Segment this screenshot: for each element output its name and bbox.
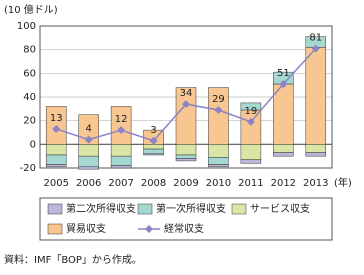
- source-note: 資料：IMF「BOP」から作成。: [4, 253, 142, 266]
- legend-label: 第二次所得収支: [66, 202, 136, 215]
- plot-frame: [39, 25, 333, 169]
- line-marker: [117, 126, 126, 135]
- bar-segment: [78, 144, 99, 157]
- bar-segment: [78, 166, 99, 170]
- bar-segment: [143, 144, 164, 150]
- bar-segment: [208, 157, 229, 165]
- x-tick-label: 2005: [43, 178, 68, 189]
- value-label: 51: [277, 68, 290, 79]
- bar-segment: [208, 164, 229, 168]
- y-tick-label: -20: [20, 163, 36, 174]
- bar-segment: [305, 144, 327, 153]
- bar-segment: [143, 153, 164, 156]
- value-label: 4: [85, 124, 91, 135]
- y-tick-label: 100: [17, 21, 36, 32]
- bar-segment: [240, 159, 262, 164]
- legend-label: 貿易収支: [66, 223, 106, 235]
- line-marker: [279, 79, 288, 88]
- legend-box: [39, 197, 333, 241]
- x-tick-label: 2010: [206, 178, 231, 189]
- bar-segment: [110, 155, 132, 166]
- bar-segment: [143, 148, 164, 155]
- bar-segment: [273, 152, 294, 157]
- bar-segment: [208, 144, 229, 158]
- bar-segment: [78, 155, 99, 168]
- bar-segment: [110, 165, 132, 169]
- value-label: 12: [115, 114, 128, 125]
- legend-swatch: [47, 223, 63, 235]
- y-tick-label: 40: [23, 92, 36, 103]
- line-marker: [214, 106, 223, 115]
- value-label: 29: [212, 94, 225, 105]
- x-tick-label: 2011: [238, 178, 263, 189]
- legend-swatch: [47, 203, 63, 215]
- x-tick-label: 2006: [76, 178, 101, 189]
- bar-segment: [240, 144, 262, 160]
- line-marker: [84, 135, 93, 144]
- x-tick-label: 2013: [303, 178, 328, 189]
- value-label: 34: [180, 88, 193, 99]
- legend-label: サービス収支: [250, 203, 310, 215]
- line-marker: [246, 117, 255, 126]
- line-marker: [52, 124, 61, 133]
- bar-segment: [305, 152, 327, 157]
- bar-segment: [240, 102, 262, 111]
- value-label: 3: [150, 125, 156, 136]
- y-tick-label: 20: [23, 116, 36, 127]
- bar-segment: [45, 144, 67, 156]
- legend-swatch: [145, 225, 153, 233]
- line-marker: [182, 100, 190, 109]
- value-label: 81: [309, 32, 322, 43]
- value-label: 13: [50, 113, 63, 124]
- bar-segment: [175, 158, 197, 162]
- bar-segment: [110, 106, 132, 145]
- legend-swatch: [137, 203, 153, 215]
- x-tick-label: 2007: [108, 178, 133, 189]
- legend-swatch: [231, 203, 247, 215]
- line-marker: [149, 136, 158, 145]
- x-tick-label: 2012: [271, 178, 296, 189]
- y-tick-label: 80: [23, 45, 36, 56]
- value-label: 19: [245, 106, 258, 117]
- bar-segment: [45, 154, 67, 165]
- legend-label: 経常収支: [164, 222, 204, 235]
- x-tick-label: 2008: [141, 178, 166, 189]
- bar-segment: [175, 154, 197, 159]
- bar-segment: [45, 164, 67, 168]
- bar-segment: [110, 144, 132, 157]
- bar-segment: [175, 144, 197, 156]
- bar-segment: [273, 144, 294, 153]
- x-unit: (年): [334, 176, 352, 189]
- y-tick-label: 0: [30, 139, 36, 150]
- legend-label: 第一次所得収支: [156, 202, 226, 215]
- y-unit: (10 億ドル): [4, 3, 58, 16]
- bar-segment: [305, 47, 327, 145]
- line-marker: [311, 44, 320, 53]
- x-tick-label: 2009: [173, 178, 198, 189]
- y-tick-label: 60: [23, 68, 36, 79]
